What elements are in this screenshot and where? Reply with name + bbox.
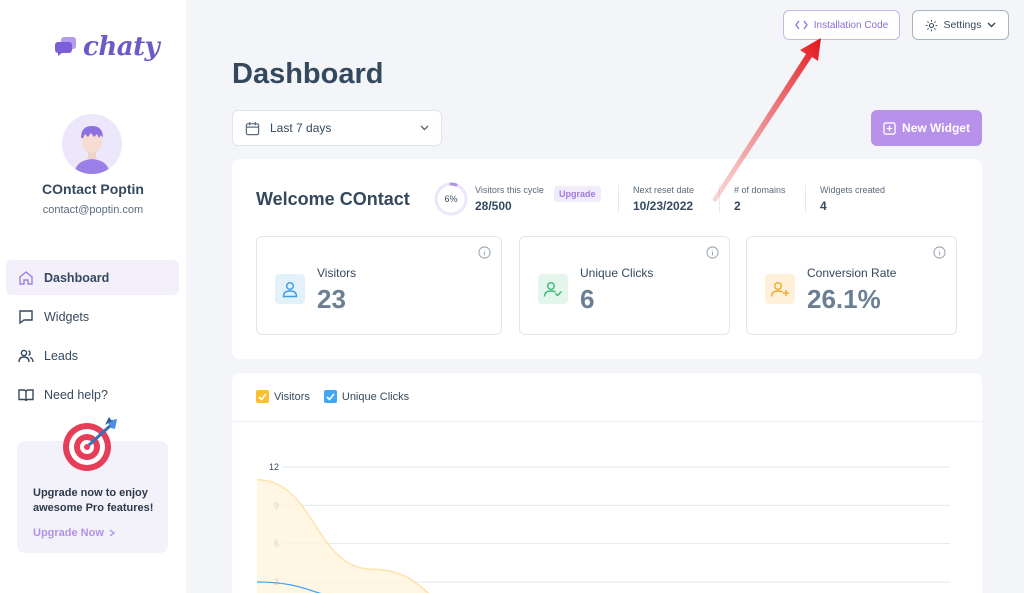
- sidebar-item-label: Leads: [44, 348, 79, 363]
- reset-value: 10/23/2022: [633, 199, 694, 213]
- upgrade-now-link[interactable]: Upgrade Now: [33, 527, 116, 539]
- domains-value: 2: [734, 199, 741, 213]
- widgets-stat: Widgets created 4: [820, 185, 885, 213]
- info-icon[interactable]: [478, 246, 491, 259]
- cycle-stat: Visitors this cycle 28/500: [475, 185, 544, 213]
- chevron-down-icon: [987, 22, 996, 28]
- user-check-icon: [538, 274, 568, 304]
- gear-icon: [925, 19, 937, 31]
- divider: [805, 185, 806, 213]
- user-avatar-icon: [62, 114, 122, 174]
- user-email: contact@poptin.com: [42, 204, 144, 216]
- installation-code-label: Installation Code: [813, 19, 889, 31]
- date-range-value: Last 7 days: [270, 121, 332, 135]
- chevron-down-icon: [420, 125, 429, 131]
- sidebar: chaty COntact Poptin contact@poptin.com …: [0, 0, 186, 593]
- stat-value: 23: [317, 284, 346, 314]
- cycle-label: Visitors this cycle: [475, 185, 544, 195]
- reset-label: Next reset date: [633, 185, 695, 195]
- legend-visitors[interactable]: Visitors: [256, 390, 310, 403]
- widgets-label: Widgets created: [820, 185, 886, 195]
- chart-panel: Visitors Unique Clicks 12963: [232, 373, 982, 593]
- divider: [232, 421, 982, 422]
- sidebar-item-widgets[interactable]: Widgets: [6, 299, 179, 334]
- cycle-percent: 6%: [444, 194, 458, 204]
- new-widget-label: New Widget: [902, 121, 970, 135]
- plus-square-icon: [883, 121, 896, 135]
- stat-value: 26.1%: [807, 284, 881, 314]
- stat-label: Conversion Rate: [807, 266, 897, 280]
- chat-bubble-icon: [19, 309, 33, 324]
- widgets-value: 4: [820, 199, 827, 213]
- upgrade-card: Upgrade now to enjoy awesome Pro feature…: [17, 417, 168, 553]
- upgrade-now-label: Upgrade Now: [33, 527, 104, 539]
- installation-code-button[interactable]: Installation Code: [783, 10, 900, 40]
- target-icon: [63, 417, 117, 471]
- new-widget-button[interactable]: New Widget: [871, 110, 982, 146]
- user-plus-icon: [765, 274, 795, 304]
- domains-stat: # of domains 2: [734, 185, 786, 213]
- legend-label: Visitors: [274, 390, 310, 403]
- stat-label: Visitors: [317, 266, 357, 280]
- info-icon[interactable]: [933, 246, 946, 259]
- chaty-logo[interactable]: chaty: [55, 32, 160, 62]
- info-icon[interactable]: [706, 246, 719, 259]
- home-icon: [19, 270, 33, 285]
- welcome-title: Welcome COntact: [256, 189, 410, 209]
- visitors-card: Visitors 23: [256, 236, 502, 335]
- series-area-visitors: [257, 479, 429, 593]
- area-chart: 12963: [256, 462, 950, 593]
- series-line-visitors: [256, 479, 430, 593]
- page-title: Dashboard: [232, 58, 384, 90]
- user-name: COntact Poptin: [42, 181, 144, 197]
- date-range-select[interactable]: Last 7 days: [232, 110, 442, 146]
- upgrade-text: Upgrade now to enjoy awesome Pro feature…: [33, 487, 154, 514]
- sidebar-item-label: Dashboard: [44, 270, 110, 285]
- users-icon: [18, 349, 34, 362]
- avatar: [62, 114, 122, 174]
- chevron-right-icon: [109, 529, 116, 537]
- user-icon: [275, 274, 305, 304]
- logo-text: chaty: [83, 32, 160, 62]
- cycle-progress-ring: [434, 182, 468, 216]
- sidebar-item-label: Widgets: [44, 309, 90, 324]
- reset-stat: Next reset date 10/23/2022: [633, 185, 694, 213]
- chat-logo-icon: [55, 37, 76, 56]
- divider: [719, 185, 720, 213]
- code-icon: [794, 20, 808, 30]
- checkbox-checked-icon: [323, 390, 337, 403]
- settings-label: Settings: [943, 19, 982, 31]
- cycle-value: 28/500: [475, 199, 512, 213]
- sidebar-nav: Dashboard Widgets Leads Need help?: [6, 260, 179, 416]
- sidebar-item-leads[interactable]: Leads: [6, 338, 179, 373]
- y-tick-label: 12: [269, 462, 279, 472]
- legend-unique-clicks[interactable]: Unique Clicks: [323, 390, 410, 403]
- settings-button[interactable]: Settings: [912, 10, 1009, 40]
- domains-label: # of domains: [734, 185, 786, 195]
- stat-label: Unique Clicks: [580, 266, 654, 280]
- upgrade-badge[interactable]: Upgrade: [554, 186, 601, 202]
- calendar-icon: [245, 121, 260, 135]
- sidebar-item-label: Need help?: [44, 387, 108, 402]
- legend-label: Unique Clicks: [341, 390, 410, 403]
- book-icon: [18, 388, 34, 401]
- unique-clicks-card: Unique Clicks 6: [519, 236, 730, 335]
- chart-legend: Visitors Unique Clicks: [256, 390, 409, 403]
- checkbox-checked-icon: [256, 390, 269, 403]
- conversion-rate-card: Conversion Rate 26.1%: [746, 236, 957, 335]
- welcome-panel: Welcome COntact 6% Visitors this cycle 2…: [232, 159, 982, 359]
- divider: [618, 185, 619, 213]
- sidebar-item-help[interactable]: Need help?: [6, 377, 179, 412]
- sidebar-item-dashboard[interactable]: Dashboard: [6, 260, 179, 295]
- stat-value: 6: [580, 284, 595, 314]
